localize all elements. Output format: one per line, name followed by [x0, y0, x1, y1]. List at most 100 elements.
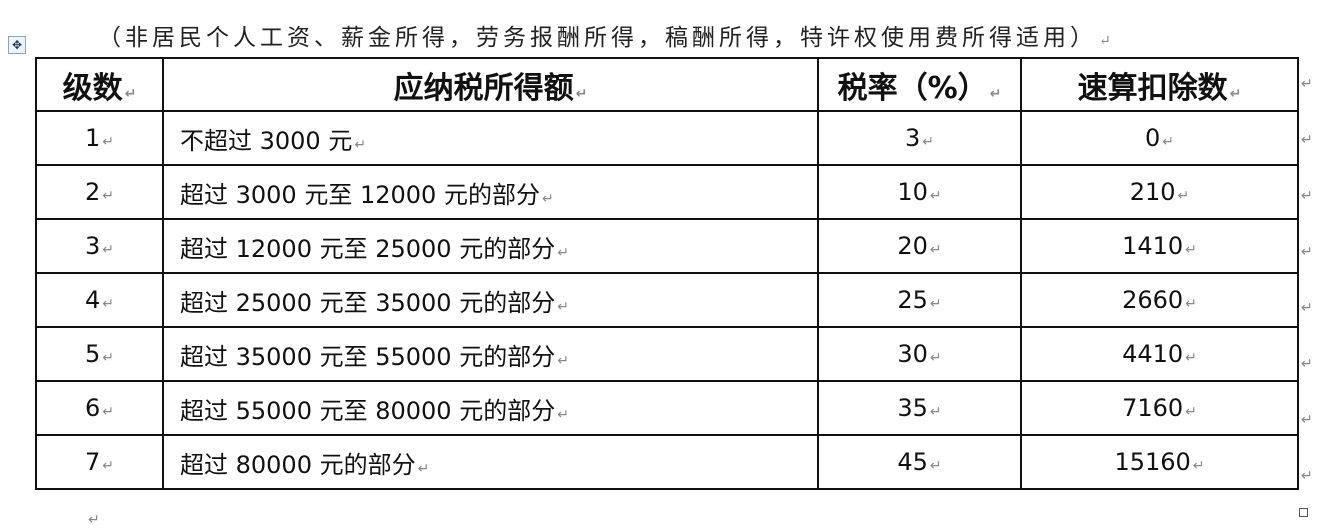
cell-value: 超过 35000 元至 55000 元的部分 — [180, 342, 556, 371]
cell-value: 4410 — [1122, 340, 1184, 368]
cell-value: 1410 — [1122, 232, 1184, 260]
row-end-mark-icon: ↵ — [1301, 468, 1313, 484]
cell-level: 1 ↵ — [35, 110, 164, 166]
cell-taxable-income: 超过 25000 元至 35000 元的部分 ↵ — [162, 272, 819, 328]
cell-value: 7160 — [1122, 394, 1184, 422]
cell-taxable-income: 超过 35000 元至 55000 元的部分 ↵ — [162, 326, 819, 382]
header-quick-deduction: 速算扣除数 ↵ — [1020, 57, 1299, 112]
cell-mark-icon: ↵ — [102, 188, 114, 204]
cell-mark-icon: ↵ — [541, 190, 554, 207]
cell-mark-icon: ↵ — [417, 460, 430, 477]
cell-mark-icon: ↵ — [557, 298, 569, 315]
cell-tax-rate: 20 ↵ — [817, 218, 1022, 274]
cell-value: 超过 25000 元至 35000 元的部分 — [180, 288, 556, 317]
cell-mark-icon: ↵ — [1229, 85, 1242, 102]
header-tax-rate: 税率（%） ↵ — [817, 57, 1022, 112]
cell-taxable-income: 超过 80000 元的部分 ↵ — [162, 434, 819, 490]
cell-value: 15160 — [1114, 448, 1191, 476]
cell-value: 0 — [1144, 124, 1161, 152]
cell-mark-icon: ↵ — [102, 134, 114, 150]
header-row: 级数 ↵ 应纳税所得额 ↵ 税率（%） ↵ 速算扣除数 ↵ — [35, 57, 1299, 112]
cell-mark-icon: ↵ — [102, 404, 114, 420]
cell-taxable-income: 超过 55000 元至 80000 元的部分 ↵ — [162, 380, 819, 436]
row-end-mark-icon: ↵ — [1301, 300, 1313, 316]
cell-value: 2660 — [1122, 286, 1184, 314]
cell-tax-rate: 3 ↵ — [817, 110, 1022, 166]
header-taxable-income: 应纳税所得额 ↵ — [162, 57, 819, 112]
row-end-mark-icon: ↵ — [1301, 244, 1313, 260]
cell-value: 超过 80000 元的部分 — [180, 450, 416, 479]
table-row: 3 ↵ 超过 12000 元至 25000 元的部分 ↵ 20 ↵ 1410 ↵ — [35, 218, 1299, 274]
cell-value: 2 — [84, 178, 101, 206]
cell-quick-deduction: 7160 ↵ — [1020, 380, 1299, 436]
cell-mark-icon: ↵ — [1162, 134, 1174, 150]
cell-mark-icon: ↵ — [1192, 458, 1205, 474]
cell-mark-icon: ↵ — [929, 188, 942, 204]
cell-value: 4 — [84, 286, 101, 314]
cell-level: 4 ↵ — [35, 272, 164, 328]
cell-value: 3 — [904, 124, 921, 152]
header-label: 速算扣除数 — [1077, 70, 1228, 106]
cell-mark-icon: ↵ — [1185, 296, 1197, 312]
cell-mark-icon: ↵ — [557, 244, 569, 261]
paragraph-mark-icon: ↵ — [88, 512, 100, 528]
cell-level: 3 ↵ — [35, 218, 164, 274]
cell-mark-icon: ↵ — [102, 458, 114, 474]
cell-mark-icon: ↵ — [124, 85, 137, 102]
table-row: 4 ↵ 超过 25000 元至 35000 元的部分 ↵ 25 ↵ 2660 ↵ — [35, 272, 1299, 328]
row-end-mark-icon: ↵ — [1301, 76, 1313, 92]
header-level: 级数 ↵ — [35, 57, 164, 112]
cell-tax-rate: 35 ↵ — [817, 380, 1022, 436]
header-label: 应纳税所得额 — [393, 70, 574, 106]
cell-value: 20 — [897, 232, 928, 260]
cell-value: 6 — [84, 394, 101, 422]
cell-value: 超过 12000 元至 25000 元的部分 — [180, 234, 556, 263]
cell-value: 25 — [897, 286, 928, 314]
cell-mark-icon: ↵ — [929, 242, 942, 258]
cell-level: 7 ↵ — [35, 434, 164, 490]
cell-mark-icon: ↵ — [929, 296, 942, 312]
cell-value: 超过 3000 元至 12000 元的部分 — [180, 180, 540, 209]
cell-mark-icon: ↵ — [102, 242, 114, 258]
cell-value: 5 — [84, 340, 101, 368]
cell-value: 超过 55000 元至 80000 元的部分 — [180, 396, 556, 425]
cell-mark-icon: ↵ — [1185, 350, 1197, 366]
cell-level: 2 ↵ — [35, 164, 164, 220]
cell-quick-deduction: 2660 ↵ — [1020, 272, 1299, 328]
cell-tax-rate: 25 ↵ — [817, 272, 1022, 328]
row-end-mark-icon: ↵ — [1301, 188, 1313, 204]
cell-value: 不超过 3000 元 — [180, 126, 353, 155]
cell-mark-icon: ↵ — [929, 458, 942, 474]
cell-quick-deduction: 1410 ↵ — [1020, 218, 1299, 274]
table-row: 7 ↵ 超过 80000 元的部分 ↵ 45 ↵ 15160 ↵ — [35, 434, 1299, 490]
cell-value: 7 — [84, 448, 101, 476]
cell-mark-icon: ↵ — [557, 406, 569, 423]
cell-value: 1 — [84, 124, 101, 152]
caption-text: （非居民个人工资、薪金所得，劳务报酬所得，稿酬所得，特许权使用费所得适用） — [98, 25, 1097, 51]
table-resize-handle[interactable] — [1299, 508, 1308, 517]
cell-value: 45 — [897, 448, 928, 476]
cell-mark-icon: ↵ — [989, 85, 1002, 102]
cell-mark-icon: ↵ — [102, 296, 114, 312]
header-label: 税率（%） — [837, 70, 988, 106]
cell-value: 30 — [897, 340, 928, 368]
cell-taxable-income: 超过 3000 元至 12000 元的部分 ↵ — [162, 164, 819, 220]
cell-quick-deduction: 4410 ↵ — [1020, 326, 1299, 382]
cell-tax-rate: 30 ↵ — [817, 326, 1022, 382]
table-row: 6 ↵ 超过 55000 元至 80000 元的部分 ↵ 35 ↵ 7160 ↵ — [35, 380, 1299, 436]
header-label: 级数 — [62, 70, 123, 106]
table-move-handle-icon[interactable]: ✥ — [8, 36, 26, 54]
table-row: 1 ↵ 不超过 3000 元 ↵ 3 ↵ 0 ↵ — [35, 110, 1299, 166]
table-caption: （非居民个人工资、薪金所得，劳务报酬所得，稿酬所得，特许权使用费所得适用） ↵ — [98, 18, 1111, 52]
cell-mark-icon: ↵ — [1185, 242, 1197, 258]
row-end-mark-icon: ↵ — [1301, 356, 1313, 372]
cell-tax-rate: 45 ↵ — [817, 434, 1022, 490]
paragraph-mark-icon: ↵ — [1099, 33, 1111, 49]
row-end-mark-icon: ↵ — [1301, 412, 1313, 428]
cell-mark-icon: ↵ — [557, 352, 569, 369]
table-row: 2 ↵ 超过 3000 元至 12000 元的部分 ↵ 10 ↵ 210 ↵ — [35, 164, 1299, 220]
cell-mark-icon: ↵ — [929, 404, 942, 420]
table-row: 5 ↵ 超过 35000 元至 55000 元的部分 ↵ 30 ↵ 4410 ↵ — [35, 326, 1299, 382]
cell-mark-icon: ↵ — [922, 134, 934, 150]
cell-value: 10 — [897, 178, 928, 206]
